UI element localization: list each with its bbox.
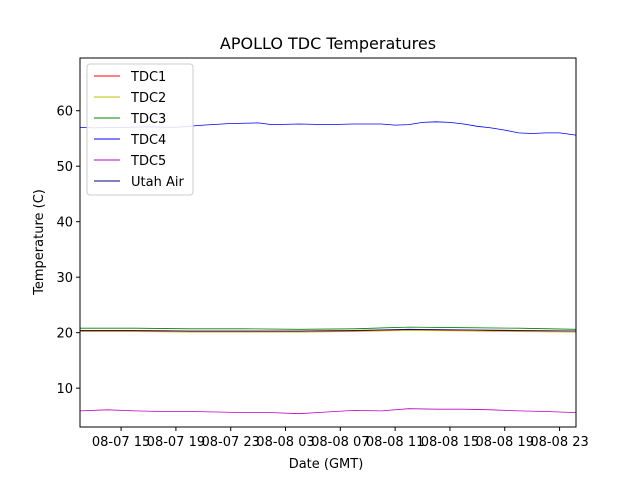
legend-label: TDC3 bbox=[130, 112, 166, 127]
x-tick-label: 08-08 15 bbox=[421, 435, 479, 450]
chart-title: APOLLO TDC Temperatures bbox=[220, 34, 436, 53]
x-tick-label: 08-08 19 bbox=[476, 435, 534, 450]
x-tick-label: 08-08 11 bbox=[366, 435, 424, 450]
legend-label: TDC4 bbox=[130, 133, 166, 148]
x-tick-label: 08-07 19 bbox=[147, 435, 205, 450]
x-tick-label: 08-08 03 bbox=[256, 435, 314, 450]
x-tick-label: 08-08 07 bbox=[311, 435, 369, 450]
y-tick-label: 40 bbox=[56, 216, 73, 231]
x-axis-label: Date (GMT) bbox=[289, 457, 364, 472]
legend: TDC1 TDC2 TDC3 TDC4 TDC5 Utah Air bbox=[86, 63, 194, 196]
y-tick-label: 20 bbox=[56, 327, 73, 342]
legend-label: TDC5 bbox=[130, 154, 166, 169]
plot-frame bbox=[79, 57, 577, 428]
series-line-tdc3 bbox=[80, 326, 577, 330]
y-tick-label: 10 bbox=[56, 382, 73, 397]
legend-entries: TDC1 TDC2 TDC3 TDC4 TDC5 Utah Air bbox=[94, 70, 184, 190]
series-line-utah-air bbox=[80, 328, 577, 332]
y-tick-label: 60 bbox=[56, 105, 73, 120]
x-tick-label: 08-08 23 bbox=[530, 435, 588, 450]
x-tick-label: 08-07 23 bbox=[201, 435, 259, 450]
series-line-tdc2 bbox=[80, 329, 577, 333]
legend-label: Utah Air bbox=[131, 175, 184, 190]
series-line-tdc5 bbox=[79, 408, 577, 415]
legend-label: TDC1 bbox=[130, 70, 166, 85]
legend-label: TDC2 bbox=[130, 91, 166, 106]
y-tick-label: 50 bbox=[56, 160, 73, 175]
y-axis-label: Temperature (C) bbox=[32, 189, 47, 296]
y-tick-label: 30 bbox=[56, 271, 73, 286]
x-tick-label: 08-07 15 bbox=[92, 435, 150, 450]
series-line-tdc1 bbox=[80, 329, 576, 333]
